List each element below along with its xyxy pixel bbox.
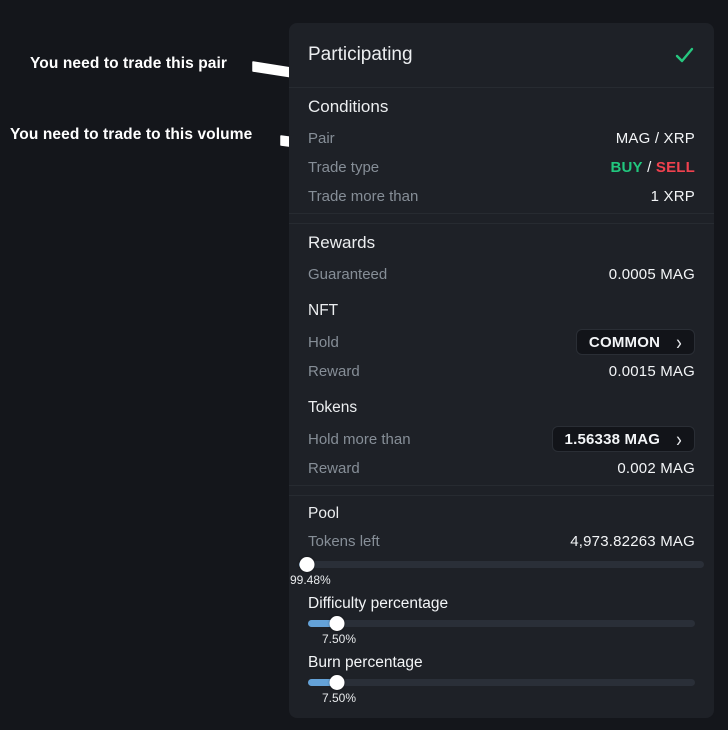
pair-row: Pair MAG / XRP: [308, 124, 695, 153]
pool-slider-track[interactable]: [299, 561, 704, 568]
tokens-hold-value: 1.56338 MAG: [564, 430, 661, 448]
tokens-hold-select-button[interactable]: 1.56338 MAG ›: [551, 426, 695, 452]
rewards-section: Rewards Guaranteed 0.0005 MAG NFT Hold C…: [289, 224, 714, 485]
tokens-left-row: Tokens left 4,973.82263 MAG: [308, 528, 695, 554]
nft-hold-select-button[interactable]: COMMON ›: [575, 329, 695, 355]
tokens-reward-label: Reward: [308, 460, 360, 477]
pool-slider-thumb[interactable]: [299, 557, 315, 572]
card-header: Participating: [289, 23, 714, 88]
difficulty-percent-label: 7.50%: [322, 632, 357, 646]
trade-volume-row: Trade more than 1 XRP: [308, 182, 695, 211]
conditions-section: Conditions Pair MAG / XRP Trade type BUY…: [289, 88, 714, 213]
tokens-reward-row: Reward 0.002 MAG: [308, 454, 695, 483]
burn-slider-thumb[interactable]: [329, 675, 345, 690]
burn-percent-label: 7.50%: [322, 691, 357, 705]
trade-type-value: BUY / SELL: [610, 159, 695, 176]
tokens-left-value: 4,973.82263 MAG: [570, 532, 695, 550]
trade-volume-value: 1 XRP: [650, 188, 695, 205]
participation-card: Participating Conditions Pair MAG / XRP …: [289, 23, 714, 718]
guaranteed-row: Guaranteed 0.0005 MAG: [308, 260, 695, 289]
pool-percent-label: 99.48%: [290, 573, 331, 587]
section-divider: [289, 485, 714, 496]
burn-slider-fill: [308, 679, 338, 686]
pair-label: Pair: [308, 130, 335, 147]
nft-hold-value: COMMON: [588, 333, 661, 351]
difficulty-slider-fill: [308, 620, 338, 627]
annotation-trade-volume: You need to trade to this volume: [10, 126, 253, 143]
burn-slider[interactable]: [308, 675, 695, 690]
conditions-heading: Conditions: [308, 97, 389, 116]
trade-type-separator: /: [642, 159, 656, 176]
check-icon: [675, 47, 694, 63]
tokens-hold-label: Hold more than: [308, 430, 411, 448]
burn-slider-track[interactable]: [308, 679, 695, 686]
difficulty-label: Difficulty percentage: [308, 595, 449, 612]
nft-reward-value: 0.0015 MAG: [608, 363, 695, 380]
chevron-right-icon: ›: [676, 427, 682, 451]
card-title: Participating: [308, 44, 413, 65]
guaranteed-value: 0.0005 MAG: [608, 266, 695, 283]
sell-text: SELL: [655, 159, 695, 176]
nft-subheading: NFT: [308, 302, 339, 319]
pool-section: Pool Tokens left 4,973.82263 MAG 99.48% …: [289, 496, 714, 707]
chevron-right-icon: ›: [676, 330, 682, 354]
annotation-trade-pair: You need to trade this pair: [30, 55, 228, 72]
guaranteed-label: Guaranteed: [308, 266, 388, 283]
rewards-heading: Rewards: [308, 233, 376, 252]
nft-reward-row: Reward 0.0015 MAG: [308, 357, 695, 386]
trade-volume-label: Trade more than: [308, 188, 419, 205]
section-divider: [289, 213, 714, 224]
nft-reward-label: Reward: [308, 363, 360, 380]
nft-hold-label: Hold: [308, 333, 339, 351]
nft-hold-row: Hold COMMON ›: [308, 327, 695, 357]
trade-type-label: Trade type: [308, 159, 380, 176]
pool-heading: Pool: [308, 505, 340, 522]
tokens-subheading: Tokens: [308, 399, 358, 416]
tokens-left-label: Tokens left: [308, 532, 380, 550]
buy-text: BUY: [610, 159, 643, 176]
pair-value: MAG / XRP: [615, 130, 695, 147]
difficulty-slider-track[interactable]: [308, 620, 695, 627]
burn-label: Burn percentage: [308, 654, 423, 671]
tokens-reward-value: 0.002 MAG: [617, 460, 695, 477]
difficulty-slider[interactable]: [308, 616, 695, 631]
pool-slider[interactable]: [299, 557, 704, 572]
trade-type-row: Trade type BUY / SELL: [308, 153, 695, 182]
difficulty-slider-thumb[interactable]: [329, 616, 345, 631]
tokens-hold-row: Hold more than 1.56338 MAG ›: [308, 424, 695, 454]
